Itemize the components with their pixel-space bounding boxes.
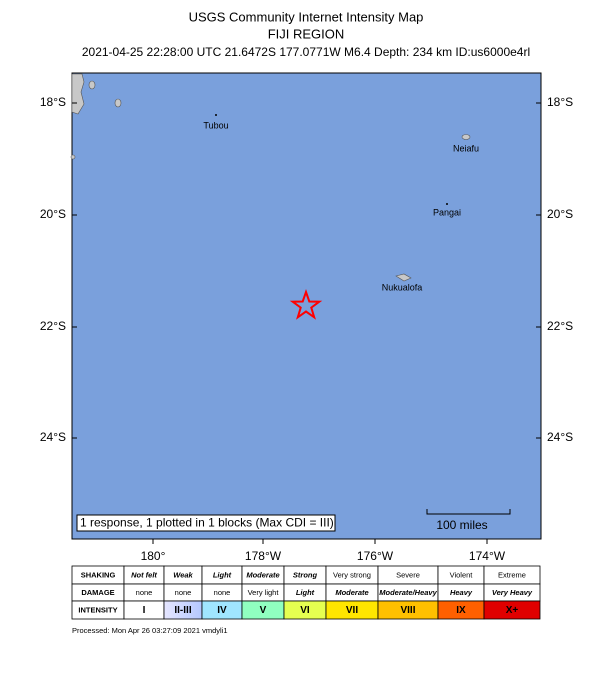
event-info: 2021-04-25 22:28:00 UTC 21.6472S 177.077… xyxy=(82,45,530,59)
table-text: SHAKING xyxy=(81,570,116,579)
scale-bar xyxy=(426,509,511,515)
table-text: none xyxy=(136,588,153,597)
table-text: Strong xyxy=(293,570,318,579)
place-dots xyxy=(215,114,448,205)
place-label: Tubou xyxy=(203,120,228,130)
table-text: VII xyxy=(346,605,358,616)
islands xyxy=(70,73,471,282)
lat-label: 22°S xyxy=(547,319,573,333)
table-text: DAMAGE xyxy=(81,588,114,597)
table-text: IV xyxy=(217,605,227,616)
lat-label: 24°S xyxy=(547,430,573,444)
table-text: Heavy xyxy=(450,588,473,597)
table-text: none xyxy=(175,588,192,597)
epicenter-star xyxy=(289,288,323,320)
table-text: Very strong xyxy=(333,570,371,579)
table-text: Moderate xyxy=(246,570,279,579)
legend-box xyxy=(76,514,336,532)
table-text: none xyxy=(214,588,231,597)
table-text: Weak xyxy=(173,570,193,579)
table-text: Light xyxy=(296,588,315,597)
table-text: Violent xyxy=(450,570,474,579)
table-text: V xyxy=(260,605,267,616)
table-text: X+ xyxy=(506,605,519,616)
scale-label: 100 miles xyxy=(436,518,487,532)
table-text: Not felt xyxy=(131,570,157,579)
lat-label: 20°S xyxy=(547,207,573,221)
subtitle: FIJI REGION xyxy=(268,26,345,41)
table-text: II-III xyxy=(174,605,191,616)
lon-label: 180° xyxy=(141,549,166,563)
lon-label: 178°W xyxy=(245,549,282,563)
map-area xyxy=(71,72,542,540)
table-text: Light xyxy=(213,570,232,579)
table-text: IX xyxy=(456,605,466,616)
table-text: VIII xyxy=(400,605,415,616)
place-label: Neiafu xyxy=(453,143,479,153)
place-label: Nukualofa xyxy=(382,282,423,292)
table-text: INTENSITY xyxy=(78,605,117,614)
lon-label: 174°W xyxy=(469,549,506,563)
table-text: Very light xyxy=(248,588,280,597)
table-text: Extreme xyxy=(498,570,526,579)
table-text: VI xyxy=(300,605,310,616)
title: USGS Community Internet Intensity Map xyxy=(189,9,424,24)
lat-label: 18°S xyxy=(40,95,66,109)
place-label: Pangai xyxy=(433,207,461,217)
lat-label: 24°S xyxy=(40,430,66,444)
legend-text: 1 response, 1 plotted in 1 blocks (Max C… xyxy=(80,516,334,530)
table-text: Severe xyxy=(396,570,420,579)
table-text: Very Heavy xyxy=(492,588,533,597)
table-text: I xyxy=(143,605,146,616)
lon-label: 176°W xyxy=(357,549,394,563)
lat-label: 22°S xyxy=(40,319,66,333)
lat-label: 20°S xyxy=(40,207,66,221)
table-cell xyxy=(483,600,541,620)
footer: Processed: Mon Apr 26 03:27:09 2021 vmdy… xyxy=(72,626,228,635)
table-text: Moderate xyxy=(335,588,368,597)
table-text: Moderate/Heavy xyxy=(379,588,437,597)
lat-label: 18°S xyxy=(547,95,573,109)
